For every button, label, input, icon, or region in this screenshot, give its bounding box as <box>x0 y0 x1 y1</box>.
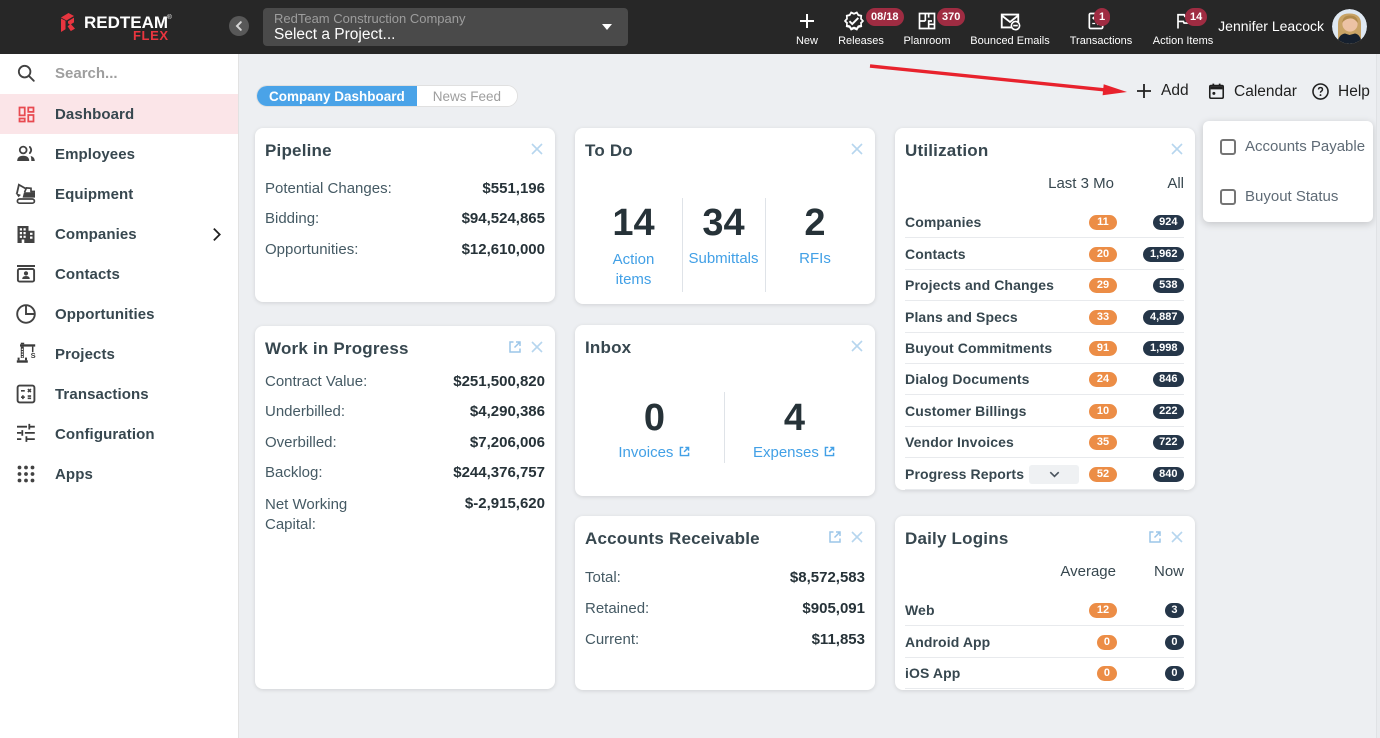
svg-text:REDTEAM: REDTEAM <box>84 13 168 32</box>
svg-text:S: S <box>31 351 36 360</box>
svg-text:®: ® <box>167 13 172 21</box>
svg-text:FLEX: FLEX <box>133 28 169 43</box>
